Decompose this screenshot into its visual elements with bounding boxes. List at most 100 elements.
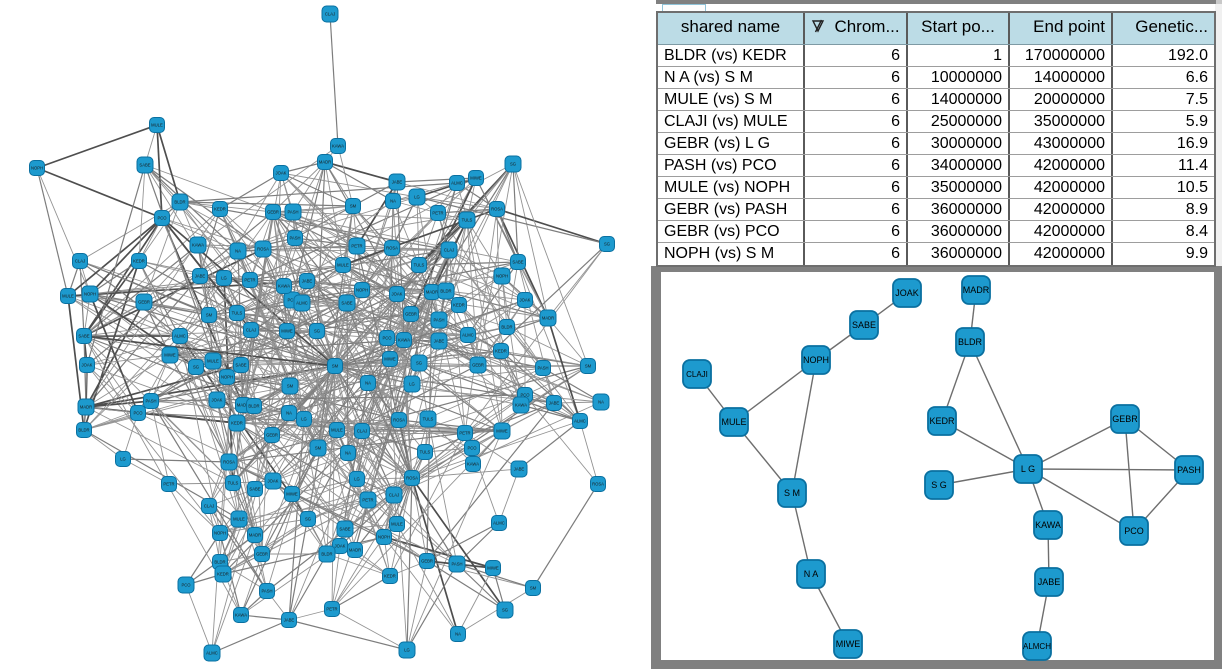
svg-text:SM: SM [206,313,213,318]
svg-text:MULE: MULE [331,428,343,433]
svg-text:PCO: PCO [520,393,530,398]
svg-text:MULE: MULE [391,522,403,527]
svg-text:KEDR: KEDR [384,574,396,579]
svg-text:KAWA: KAWA [1035,520,1061,530]
svg-text:SABE: SABE [139,163,150,168]
svg-text:JABE: JABE [195,274,206,279]
svg-text:JOAK: JOAK [520,298,531,303]
svg-text:GEBR: GEBR [266,433,278,438]
svg-text:SM: SM [530,586,537,591]
svg-text:CLAJI: CLAJI [686,370,708,379]
svg-text:LG: LG [120,457,126,462]
svg-text:ROSA: ROSA [386,246,398,251]
svg-text:PETR: PETR [459,431,470,436]
svg-text:ALMC: ALMC [451,181,463,186]
svg-text:ROSA: ROSA [491,207,503,212]
svg-text:PASH: PASH [451,562,462,567]
svg-text:BLDR: BLDR [958,337,983,347]
svg-text:MULE: MULE [151,123,163,128]
svg-text:SM: SM [350,204,357,209]
svg-text:BLDR: BLDR [321,552,332,557]
svg-text:SABE: SABE [78,334,89,339]
svg-text:LG: LG [301,417,307,422]
svg-text:NOPH: NOPH [31,166,43,171]
svg-text:ROSA: ROSA [406,476,418,481]
svg-text:N A: N A [804,569,819,579]
svg-text:BLDR: BLDR [214,560,225,565]
svg-text:TULS: TULS [228,481,239,486]
svg-text:MADR: MADR [963,285,990,295]
svg-text:PCO: PCO [157,216,167,221]
svg-text:L G: L G [1021,464,1035,474]
svg-text:CLAJ: CLAJ [325,12,335,17]
svg-text:MADR: MADR [349,548,361,553]
svg-text:JABE: JABE [434,339,445,344]
svg-text:MIWE: MIWE [836,639,861,649]
svg-text:KAWA: KAWA [332,144,344,149]
svg-text:S G: S G [931,480,947,490]
svg-text:NOPH: NOPH [496,274,508,279]
svg-text:GEBR: GEBR [472,363,484,368]
svg-text:SG: SG [502,608,508,613]
svg-text:PCO: PCO [287,298,297,303]
svg-text:SM: SM [287,384,294,389]
svg-text:NOPH: NOPH [221,375,233,380]
svg-text:PETR: PETR [362,498,373,503]
svg-text:NA: NA [286,411,292,416]
svg-text:JOAK: JOAK [268,479,279,484]
svg-text:KAWA: KAWA [398,338,410,343]
svg-text:GEBR: GEBR [256,552,268,557]
svg-text:SABE: SABE [341,301,352,306]
svg-text:KEDR: KEDR [217,572,229,577]
svg-text:TULS: TULS [420,450,431,455]
svg-text:LG: LG [404,648,410,653]
svg-text:SG: SG [510,162,516,167]
svg-text:MADR: MADR [80,405,92,410]
svg-text:JABE: JABE [392,180,403,185]
svg-text:CLAJ: CLAJ [204,504,214,509]
svg-text:PCO: PCO [1124,526,1144,536]
svg-text:MIWE: MIWE [470,176,482,181]
svg-text:NOPH: NOPH [356,288,368,293]
svg-text:SG: SG [416,361,422,366]
svg-text:SABE: SABE [235,363,246,368]
svg-text:ROSA: ROSA [592,482,604,487]
svg-text:PCO: PCO [181,583,191,588]
svg-text:LG: LG [409,382,415,387]
svg-text:JOAK: JOAK [276,171,287,176]
svg-text:JABE: JABE [284,618,295,623]
svg-text:MADR: MADR [542,316,554,321]
svg-text:NOPH: NOPH [214,531,226,536]
svg-text:ALMC: ALMC [206,651,218,656]
svg-text:MADR: MADR [426,290,438,295]
svg-text:SM: SM [585,364,592,369]
svg-text:MIWE: MIWE [496,429,508,434]
svg-text:SABE: SABE [339,527,350,532]
svg-text:CLAJ: CLAJ [246,328,256,333]
svg-text:KEDR: KEDR [231,421,243,426]
svg-text:KAWA: KAWA [235,613,247,618]
svg-text:NOPH: NOPH [84,292,96,297]
svg-text:NA: NA [455,632,461,637]
svg-text:BLDR: BLDR [78,428,89,433]
svg-text:JOAK: JOAK [335,544,346,549]
svg-text:PASH: PASH [537,366,548,371]
svg-text:TULS: TULS [462,218,473,223]
svg-text:GEBR: GEBR [138,300,150,305]
svg-text:KEDR: KEDR [929,416,955,426]
svg-text:PCO: PCO [133,411,143,416]
svg-text:KAWA: KAWA [515,403,527,408]
svg-text:LG: LG [354,477,360,482]
svg-text:PETR: PETR [163,482,174,487]
svg-text:TULS: TULS [423,417,434,422]
svg-text:MULE: MULE [337,263,349,268]
svg-text:GEBR: GEBR [1112,414,1138,424]
svg-text:SABE: SABE [512,260,523,265]
svg-text:MIWE: MIWE [286,492,298,497]
svg-text:MIWE: MIWE [487,566,499,571]
svg-text:CLAJ: CLAJ [444,248,454,253]
svg-text:MULE: MULE [62,294,74,299]
svg-text:CLAJ: CLAJ [357,429,367,434]
svg-text:NOPH: NOPH [803,355,829,365]
svg-text:MADR: MADR [237,403,249,408]
